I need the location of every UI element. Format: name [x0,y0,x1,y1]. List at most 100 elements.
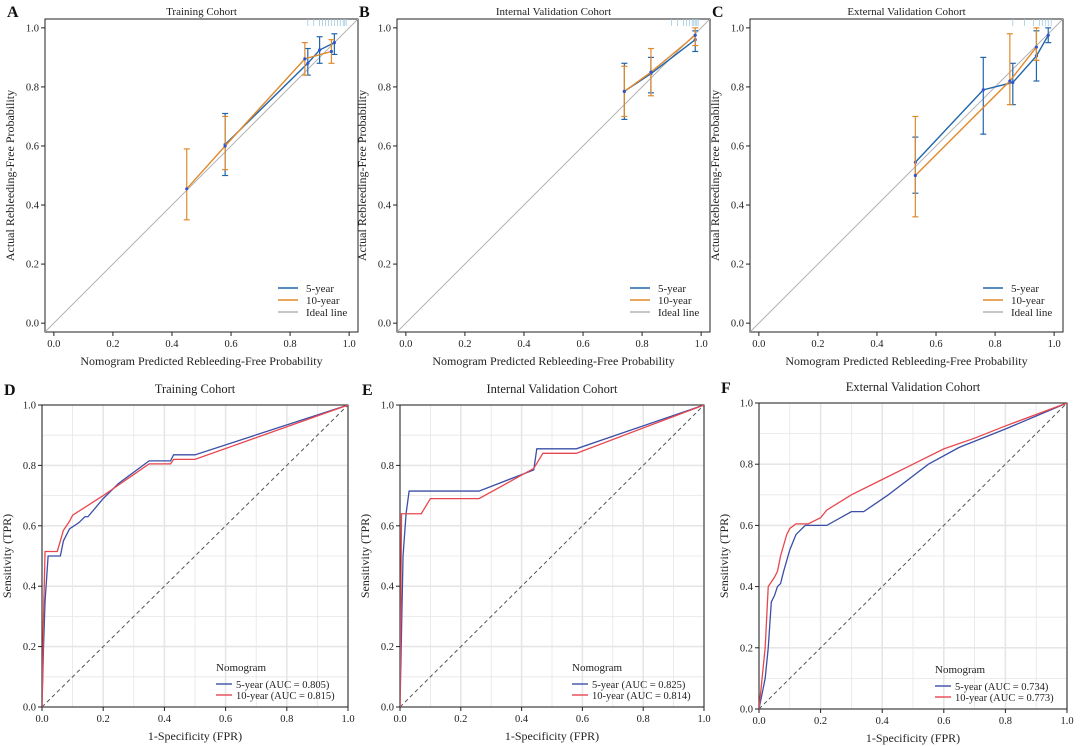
panel-title: Internal Validation Cohort [487,382,619,396]
x-tick-label: 1.0 [695,339,708,350]
x-tick-label: 0.2 [814,716,827,727]
axis-ticks: 0.0 0.2 0.4 0.6 0.8 1.0 0.0 0.2 0.4 0.6 0.8 1.0 [740,399,1074,728]
y-axis-label: Sensitivity (TPR) [0,514,14,598]
panel-letter: C [712,4,724,21]
x-tick-label: 0.6 [929,339,942,350]
axis-ticks: 0.0 0.2 0.4 0.6 0.8 1.0 0.0 0.2 0.4 0.6 0.8 1.0 [26,23,356,350]
panel-title: Training Cohort [166,6,237,18]
legend-title: Nomogram [572,662,623,674]
y-tick-label: 0.8 [23,461,36,472]
y-tick-label: 1.0 [740,399,753,410]
legend-label: Ideal line [306,307,347,319]
data-point [1034,45,1039,49]
x-tick-label: 1.0 [1048,339,1061,350]
y-tick-label: 0.0 [740,705,753,716]
x-axis-label: 1-Specificity (FPR) [505,729,599,743]
panel-a: 0.0 0.2 0.4 0.6 0.8 1.0 0.0 0.2 0.4 0.6 0.8 1.0 Trai… [3,4,359,368]
plot-area [759,403,1067,709]
y-tick-label: 1.0 [23,401,36,412]
y-tick-label: 0.0 [731,319,744,330]
legend-label: 5-year (AUC = 0.825) [592,680,686,691]
x-tick-label: 0.6 [224,339,237,350]
reference-diagonal [759,403,1067,709]
legend-label: 5-year [306,283,334,295]
y-tick-label: 0.0 [378,319,391,330]
x-tick-label: 0.8 [636,339,649,350]
plot-frame [396,18,711,333]
data-point [981,88,985,92]
panel-e: 0.0 0.2 0.4 0.6 0.8 1.0 0.0 0.2 0.4 0.6 0.8 1.0 Inte… [358,382,711,743]
x-axis-label: 1-Specificity (FPR) [866,731,960,745]
axis-ticks: 0.0 0.2 0.4 0.6 0.8 1.0 0.0 0.2 0.4 0.6 0.8 1.0 [731,23,1061,350]
y-tick-label: 0.8 [740,460,753,471]
series-line [186,50,332,190]
x-tick-label: 0.8 [284,339,297,350]
axis-ticks: 0.0 0.2 0.4 0.6 0.8 1.0 0.0 0.2 0.4 0.6 0.8 1.0 [23,401,355,726]
legend: Nomogram 5-year (AUC = 0.825)10-year (AUC… [572,662,691,702]
y-tick-label: 0.4 [731,201,745,212]
legend-label: 10-year (AUC = 0.773) [955,693,1054,704]
x-tick-label: 0.2 [106,339,119,350]
x-tick-label: 0.6 [219,714,232,725]
plot-frame [758,402,1068,710]
panel-title: External Validation Cohort [846,380,981,394]
y-tick-label: 0.8 [378,82,391,93]
legend-label: 10-year [658,295,692,307]
y-axis-label: Actual Rebleeding-Free Probability [3,90,17,261]
y-tick-label: 0.8 [26,82,39,93]
x-tick-label: 0.4 [870,339,884,350]
data-point [913,173,917,178]
y-tick-label: 0.4 [23,582,37,593]
x-tick-label: 0.4 [165,339,179,350]
panel-letter: B [359,4,370,21]
x-tick-label: 0.2 [454,714,467,725]
data-point [185,187,189,191]
y-tick-label: 0.0 [23,703,36,714]
y-tick-label: 0.6 [378,141,391,152]
panel-letter: A [7,4,19,21]
y-tick-label: 1.0 [381,401,394,412]
legend: Nomogram 5-year (AUC = 0.734)10-year (AUC… [935,664,1054,704]
data-point [693,33,697,37]
x-tick-label: 0.0 [35,714,48,725]
x-tick-label: 0.4 [158,714,172,725]
x-tick-label: 0.8 [989,339,1002,350]
axis-ticks: 0.0 0.2 0.4 0.6 0.8 1.0 0.0 0.2 0.4 0.6 0.8 1.0 [381,401,711,726]
y-tick-label: 0.4 [26,201,40,212]
x-tick-label: 0.8 [637,714,650,725]
data-point [332,41,336,45]
x-tick-label: 0.0 [752,339,765,350]
series-line [224,41,335,145]
x-axis-label: Nomogram Predicted Rebleeding-Free Proba… [432,354,674,368]
y-tick-label: 0.2 [378,260,391,271]
plot-area [42,405,348,707]
y-tick-label: 0.6 [26,141,39,152]
x-tick-label: 0.2 [811,339,824,350]
plot-area [750,19,1063,332]
x-tick-label: 0.6 [576,339,589,350]
panel-title: Internal Validation Cohort [496,6,611,18]
x-tick-label: 0.4 [876,716,890,727]
panel-f: 0.0 0.2 0.4 0.6 0.8 1.0 0.0 0.2 0.4 0.6 0.8 1.0 Exte… [717,380,1074,745]
data-point [649,70,653,74]
x-tick-label: 0.6 [937,716,950,727]
y-axis-label: Sensitivity (TPR) [717,514,731,598]
legend-label: 5-year (AUC = 0.734) [955,682,1049,693]
y-tick-label: 0.0 [381,703,394,714]
x-tick-label: 0.4 [517,339,531,350]
data-point [329,49,334,54]
y-tick-label: 0.6 [381,521,394,532]
roc-curve [759,403,1067,709]
plot-area [45,19,358,332]
y-axis-label: Actual Rebleeding-Free Probability [355,90,369,261]
data-point [622,89,626,93]
x-tick-label: 0.2 [97,714,110,725]
roc-curve [400,405,704,707]
plot-frame [749,18,1064,333]
x-tick-label: 1.0 [697,714,710,725]
data-point [303,57,307,61]
panel-d: 0.0 0.2 0.4 0.6 0.8 1.0 0.0 0.2 0.4 0.6 0.8 1.0 Trai… [0,382,355,743]
